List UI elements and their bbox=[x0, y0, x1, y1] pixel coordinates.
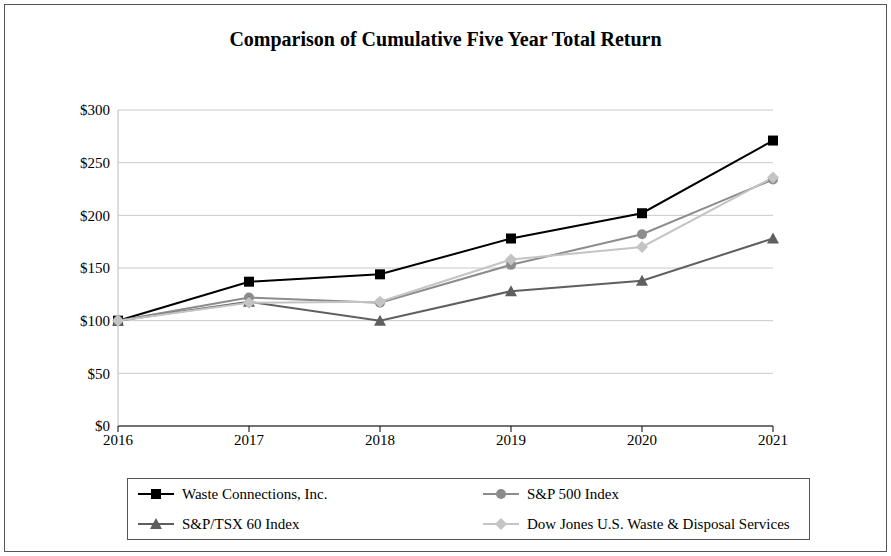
html-text:Comparison of Cumulative Five: Comparison of Cumulative Five Year Total… bbox=[229, 28, 662, 50]
svg-text:$50: $50 bbox=[88, 366, 111, 382]
svg-text:$200: $200 bbox=[80, 208, 110, 224]
html-text:S&P/TSX 60 Index: S&P/TSX 60 Index bbox=[182, 515, 300, 532]
html-text:Dow Jones U.S. Waste & Disposa: Dow Jones U.S. Waste & Disposal Services bbox=[527, 515, 790, 532]
svg-text:$150: $150 bbox=[80, 260, 110, 276]
svg-text:$0: $0 bbox=[95, 418, 110, 434]
svg-text:2020: 2020 bbox=[627, 432, 657, 448]
svg-text:$250: $250 bbox=[80, 155, 110, 171]
svg-text:2019: 2019 bbox=[496, 432, 526, 448]
svg-text:$300: $300 bbox=[80, 102, 110, 118]
html-text:Waste Connections, Inc.: Waste Connections, Inc. bbox=[182, 485, 328, 502]
svg-text:$100: $100 bbox=[80, 313, 110, 329]
svg-text:2017: 2017 bbox=[234, 432, 265, 448]
svg-text:2021: 2021 bbox=[758, 432, 788, 448]
svg-text:2018: 2018 bbox=[365, 432, 395, 448]
html-text:S&P 500 Index: S&P 500 Index bbox=[527, 485, 619, 502]
svg-text:2016: 2016 bbox=[103, 431, 133, 448]
